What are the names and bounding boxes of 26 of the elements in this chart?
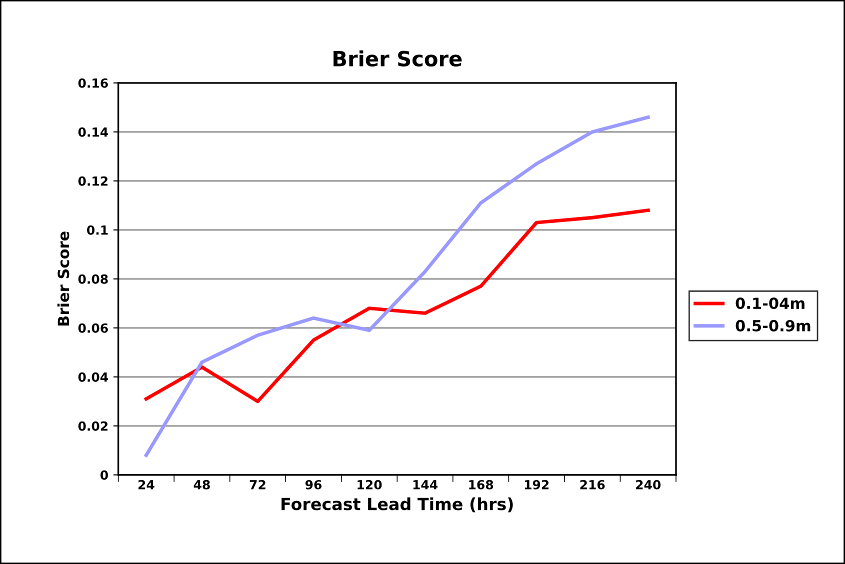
x-axis-title: Forecast Lead Time (hrs) <box>282 497 513 512</box>
x-tick-label: 24 <box>138 480 154 490</box>
legend-label: 0.1-04m <box>736 298 804 310</box>
y-tick-label: 0.16 <box>78 78 108 88</box>
chart-title: Brier Score <box>334 50 462 67</box>
line-series <box>144 208 650 404</box>
y-tick-label: 0.1 <box>87 225 108 235</box>
y-tick-label: 0.12 <box>78 176 108 186</box>
x-tick-label: 192 <box>524 480 549 490</box>
x-tick-label: 216 <box>580 480 605 490</box>
y-tick-label: 0 <box>100 470 108 480</box>
y-tick-label: 0.14 <box>78 127 108 137</box>
x-tick-label: 168 <box>469 480 494 490</box>
y-tick-label: 0.04 <box>78 372 108 382</box>
y-tick-label: 0.02 <box>78 421 108 431</box>
x-tick-label: 96 <box>305 480 322 490</box>
x-tick-label: 48 <box>194 480 210 490</box>
x-tick-label: 72 <box>250 480 266 490</box>
x-tick-label: 240 <box>636 480 661 490</box>
x-tick-label: 120 <box>358 480 382 490</box>
line-series <box>144 115 650 458</box>
y-tick-label: 0.06 <box>78 323 108 333</box>
x-tick-label: 144 <box>413 480 438 490</box>
y-axis-title: Brier Score <box>57 232 70 326</box>
y-tick-label: 0.08 <box>78 274 108 284</box>
legend-label: 0.5-0.9m <box>736 320 810 332</box>
